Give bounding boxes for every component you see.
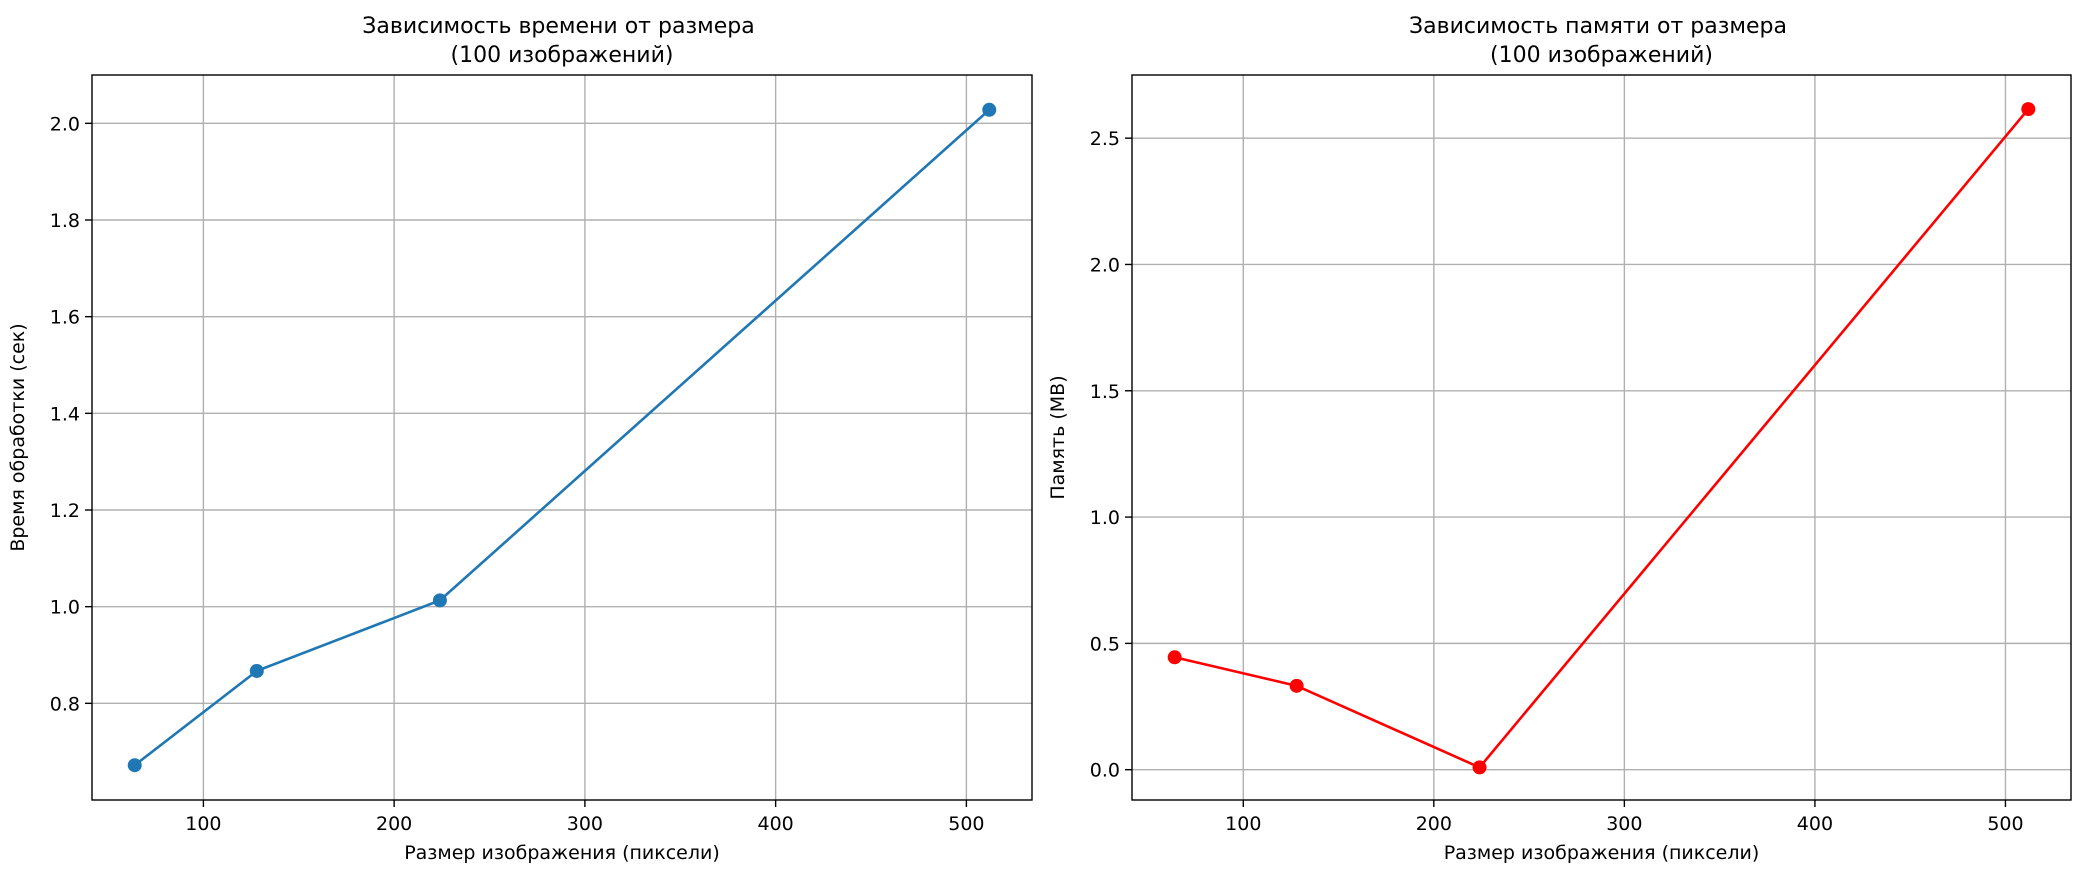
memory-chart-data-point xyxy=(2021,102,2036,117)
time-chart-x-tick-label: 300 xyxy=(567,813,603,835)
memory-chart-y-tick-label: 1.5 xyxy=(1090,381,1120,403)
memory-chart-data-point xyxy=(1167,650,1182,665)
time-chart-x-axis-label: Размер изображения (пиксели) xyxy=(404,842,720,864)
memory-chart-y-tick-label: 2.5 xyxy=(1090,128,1120,150)
memory-chart-x-tick-label: 200 xyxy=(1416,813,1452,835)
memory-chart-title: Зависимость памяти от размера (100 изобр… xyxy=(1409,14,1794,68)
time-chart: 100 200 300 400 500 0.8 1.0 1.2 1.4 1.6 1.8 2.0 За… xyxy=(7,14,1033,864)
time-chart-y-tick-label: 1.6 xyxy=(50,307,80,329)
memory-chart-x-tick-label: 100 xyxy=(1225,813,1261,835)
time-chart-series xyxy=(127,102,997,773)
time-chart-data-point xyxy=(127,758,142,773)
time-chart-data-point xyxy=(249,663,264,678)
time-chart-y-tick-label: 1.2 xyxy=(50,500,80,522)
time-chart-title-line-1: Зависимость времени от размера xyxy=(362,14,754,39)
time-chart-x-ticks: 100 200 300 400 500 xyxy=(185,800,985,835)
memory-chart-x-tick-label: 400 xyxy=(1797,813,1833,835)
memory-chart-y-tick-label: 0.0 xyxy=(1090,760,1120,782)
memory-chart-data-point xyxy=(1289,678,1304,693)
memory-chart-y-tick-label: 1.0 xyxy=(1090,507,1120,529)
memory-chart-series-line xyxy=(1174,108,2030,770)
memory-chart-x-tick-label: 500 xyxy=(1987,813,2023,835)
time-chart-data-point xyxy=(432,593,447,608)
memory-chart-title-line-2: (100 изображений) xyxy=(1490,43,1713,68)
memory-chart-y-ticks: 0.0 0.5 1.0 1.5 2.0 2.5 xyxy=(1090,128,1132,782)
memory-chart-title-line-1: Зависимость памяти от размера xyxy=(1409,14,1787,39)
time-chart-x-tick-label: 200 xyxy=(376,813,412,835)
memory-chart-frame xyxy=(1131,74,2072,801)
time-chart-frame xyxy=(91,74,1033,801)
time-chart-y-ticks: 0.8 1.0 1.2 1.4 1.6 1.8 2.0 xyxy=(50,113,92,715)
memory-chart-y-tick-label: 0.5 xyxy=(1090,633,1120,655)
time-chart-y-tick-label: 1.8 xyxy=(50,210,80,232)
time-chart-y-axis-label: Время обработки (сек) xyxy=(7,323,29,551)
time-chart-y-tick-label: 1.4 xyxy=(50,403,80,425)
time-chart-grid xyxy=(92,75,1032,800)
time-chart-data-point xyxy=(982,102,997,117)
time-chart-x-tick-label: 400 xyxy=(758,813,794,835)
memory-chart-x-ticks: 100 200 300 400 500 xyxy=(1225,800,2024,835)
time-chart-x-tick-label: 100 xyxy=(185,813,221,835)
time-chart-title: Зависимость времени от размера (100 изоб… xyxy=(362,14,761,68)
time-chart-y-tick-label: 1.0 xyxy=(50,597,80,619)
memory-chart-grid xyxy=(1132,75,2071,800)
time-chart-x-tick-label: 500 xyxy=(948,813,984,835)
memory-chart-series xyxy=(1167,102,2036,775)
memory-chart-y-tick-label: 2.0 xyxy=(1090,254,1120,276)
time-chart-y-tick-label: 2.0 xyxy=(50,113,80,135)
memory-chart: 100 200 300 400 500 0.0 0.5 1.0 1.5 2.0 2.5 Завис… xyxy=(1047,14,2072,864)
time-chart-series-line xyxy=(133,108,991,767)
memory-chart-y-axis-label: Память (MB) xyxy=(1047,375,1069,499)
time-chart-y-tick-label: 0.8 xyxy=(50,693,80,715)
time-chart-title-line-2: (100 изображений) xyxy=(451,43,674,68)
memory-chart-x-axis-label: Размер изображения (пиксели) xyxy=(1444,842,1760,864)
memory-chart-data-point xyxy=(1472,760,1487,775)
memory-chart-x-tick-label: 300 xyxy=(1606,813,1642,835)
